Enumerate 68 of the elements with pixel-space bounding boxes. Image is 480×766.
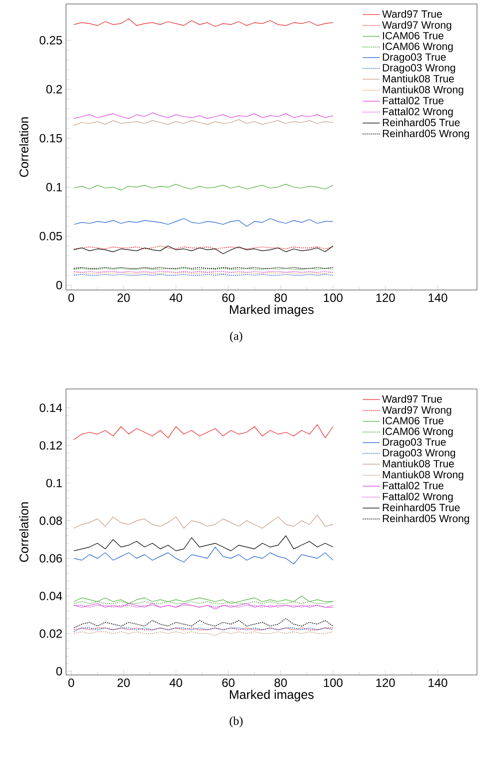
y-tick-label: 0.25 <box>40 36 62 44</box>
x-tick-label: 120 <box>376 678 395 687</box>
legend-label: Reinhard05 Wrong <box>382 129 470 140</box>
legend-label: Reinhard05 Wrong <box>382 514 470 524</box>
y-tick-label: 0.1 <box>46 478 62 488</box>
y-tick-label: 0.04 <box>40 592 62 600</box>
x-tick-label: 100 <box>324 294 343 302</box>
line-series <box>74 424 334 440</box>
x-tick-label: 60 <box>222 678 234 687</box>
x-tick-label: 140 <box>428 678 448 687</box>
x-tick-label: 0 <box>68 678 74 687</box>
x-tick-label: 20 <box>118 294 130 302</box>
x-tick-label: 100 <box>324 678 343 687</box>
x-tick-label: 120 <box>376 294 395 302</box>
line-series <box>74 535 334 552</box>
legend-label: Mantiuk08 True <box>382 460 454 468</box>
y-tick-label: 0 <box>56 667 62 676</box>
x-tick-label: 0 <box>68 294 74 302</box>
x-tick-label: 20 <box>118 678 130 687</box>
legend-label: Fattal02 True <box>382 482 444 490</box>
line-series <box>73 618 334 628</box>
legend-label: Mantiuk08 Wrong <box>382 470 464 480</box>
y-tick-label: 0.15 <box>40 134 62 142</box>
x-tick-label: 80 <box>274 678 287 687</box>
x-tick-label: 140 <box>428 294 448 302</box>
line-series <box>74 18 334 27</box>
y-axis-title: Correlation <box>19 117 28 177</box>
legend-label: Ward97 True <box>382 395 442 403</box>
y-axis-title: Correlation <box>19 502 28 562</box>
line-series <box>74 218 334 227</box>
y-tick-label: 0.14 <box>40 404 62 412</box>
text: (b) <box>230 716 243 728</box>
legend-label: Drago03 Wrong <box>382 64 456 74</box>
y-tick-label: 0.08 <box>40 516 62 525</box>
legend-label: Ward97 Wrong <box>382 406 452 416</box>
legend-label: Fattal02 True <box>382 96 444 104</box>
x-tick-label: 40 <box>170 678 182 687</box>
line-series <box>74 246 334 254</box>
legend-label: ICAM06 True <box>383 32 444 40</box>
legend-label: Fattal02 Wrong <box>382 492 453 502</box>
y-tick-label: 0.02 <box>40 629 62 638</box>
x-axis-title: Marked images <box>230 690 314 702</box>
legend-label: Drago03 True <box>382 53 446 63</box>
legend-label: Fattal02 Wrong <box>382 108 453 118</box>
legend-label: Drago03 True <box>382 438 446 448</box>
legend-label: Mantiuk08 Wrong <box>382 86 464 96</box>
legend-label: ICAM06 Wrong <box>383 428 453 438</box>
x-tick-label: 40 <box>170 294 182 302</box>
line-series <box>74 546 334 564</box>
y-tick-label: 0.1 <box>46 182 62 192</box>
legend-label: Drago03 Wrong <box>382 449 456 458</box>
legend-label: Reinhard05 True <box>382 504 460 512</box>
x-tick-label: 60 <box>222 294 234 302</box>
legend-label: Reinhard05 True <box>382 118 460 126</box>
legend-label: Ward97 True <box>382 10 442 18</box>
text: (a) <box>230 332 242 342</box>
legend-label: Mantiuk08 True <box>382 74 454 82</box>
y-tick-label: 0.12 <box>40 441 62 450</box>
x-tick-label: 80 <box>274 294 287 302</box>
y-tick-label: 0 <box>56 280 62 290</box>
y-tick-label: 0.2 <box>46 84 62 94</box>
legend-label: ICAM06 Wrong <box>383 42 453 52</box>
legend-label: ICAM06 True <box>383 416 444 424</box>
y-tick-label: 0.06 <box>40 554 62 563</box>
y-tick-label: 0.05 <box>40 232 62 240</box>
line-series <box>74 514 334 529</box>
legend-label: Ward97 Wrong <box>382 21 452 31</box>
x-axis-title: Marked images <box>230 304 314 316</box>
